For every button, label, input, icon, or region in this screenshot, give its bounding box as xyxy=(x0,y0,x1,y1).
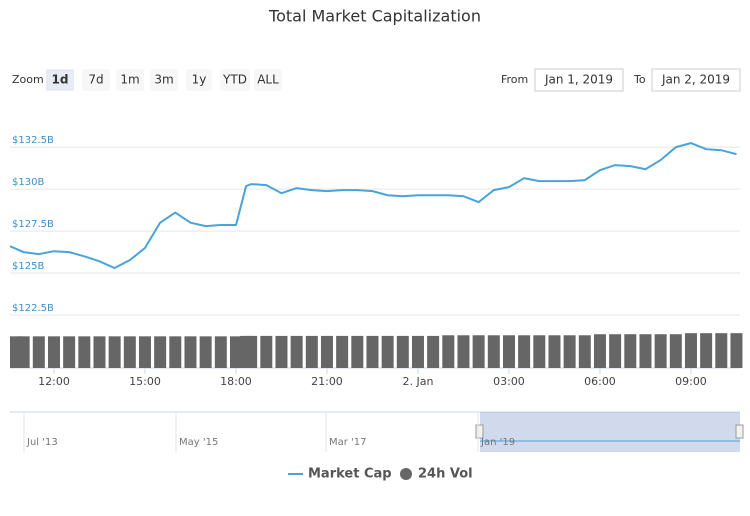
volume-bar xyxy=(78,336,91,368)
volume-bar xyxy=(123,336,136,368)
volume-bar xyxy=(684,333,697,368)
volume-bar xyxy=(290,335,303,368)
volume-bar xyxy=(275,335,288,368)
range-button[interactable] xyxy=(150,69,178,91)
x-tick-label: 21:00 xyxy=(311,375,343,388)
volume-bar xyxy=(199,336,212,368)
navigator-mask[interactable] xyxy=(480,412,740,452)
volume-bar xyxy=(518,335,531,368)
range-button-label[interactable]: 3m xyxy=(154,73,173,87)
x-tick-label: 15:00 xyxy=(129,375,161,388)
volume-bar xyxy=(442,335,455,368)
navigator-handle[interactable] xyxy=(735,424,744,439)
range-button-label[interactable]: ALL xyxy=(257,73,279,87)
volume-bar xyxy=(138,336,151,368)
range-button-label[interactable]: 1m xyxy=(120,73,139,87)
volume-bar xyxy=(320,335,333,368)
range-button[interactable] xyxy=(186,69,212,91)
volume-bar xyxy=(639,334,652,368)
x-tick-label: 12:00 xyxy=(38,375,70,388)
navigator-handle[interactable] xyxy=(475,424,484,439)
line-series xyxy=(9,142,737,270)
volume-bar xyxy=(305,335,318,368)
volume-bar xyxy=(593,334,606,368)
volume-bar xyxy=(108,336,121,368)
from-label: From xyxy=(501,73,528,86)
volume-bar xyxy=(669,334,682,368)
range-button-label[interactable]: 1y xyxy=(192,73,207,87)
volume-bar xyxy=(63,336,76,368)
volume-bar xyxy=(411,335,424,368)
volume-bar xyxy=(578,335,591,368)
legend-symbol xyxy=(400,468,412,480)
volume-bar xyxy=(351,335,364,368)
to-label: To xyxy=(633,73,646,86)
volume-bar xyxy=(169,336,182,368)
range-button-label[interactable]: YTD xyxy=(222,73,247,87)
range-button[interactable] xyxy=(46,69,74,91)
date-input[interactable] xyxy=(534,68,624,92)
y-tick-label: $132.5B xyxy=(12,135,54,146)
chart-title: Total Market Capitalization xyxy=(268,7,481,26)
volume-bar xyxy=(366,335,379,368)
legend-label[interactable]: Market Cap xyxy=(308,467,392,482)
legend-label[interactable]: 24h Vol xyxy=(418,467,473,482)
y-tick-label: $122.5B xyxy=(12,303,54,314)
volume-bar xyxy=(47,336,60,368)
volume-bar xyxy=(654,334,667,368)
volume-bar xyxy=(32,336,45,368)
navigator-bg xyxy=(10,412,740,452)
navigator-label: Jan '19 xyxy=(480,437,515,448)
volume-bar xyxy=(229,336,242,368)
navigator-label: May '15 xyxy=(179,437,218,448)
volume-bar xyxy=(548,335,561,368)
volume-bar xyxy=(563,335,576,368)
to-date[interactable]: Jan 2, 2019 xyxy=(661,73,730,87)
x-tick-label: 06:00 xyxy=(584,375,616,388)
range-button[interactable] xyxy=(82,69,110,91)
volume-bar xyxy=(336,335,349,368)
volume-bar xyxy=(533,335,546,368)
volume-bar xyxy=(154,336,167,368)
volume-bar xyxy=(214,336,227,368)
y-tick-label: $125B xyxy=(12,261,44,272)
volume-bar xyxy=(381,335,394,368)
volume-bar xyxy=(624,334,637,368)
volume-bar xyxy=(609,334,622,368)
x-tick-label: 09:00 xyxy=(675,375,707,388)
zoom-label: Zoom xyxy=(12,73,44,86)
volume-bar xyxy=(457,335,470,368)
range-button[interactable] xyxy=(254,69,282,91)
volume-bar xyxy=(184,336,197,368)
date-input[interactable] xyxy=(651,68,741,92)
volume-bar xyxy=(245,335,258,368)
volume-bar xyxy=(17,336,30,368)
volume-bar xyxy=(260,335,273,368)
range-button[interactable] xyxy=(220,69,250,91)
range-button-label[interactable]: 7d xyxy=(88,73,103,87)
from-date[interactable]: Jan 1, 2019 xyxy=(544,73,613,87)
range-button[interactable] xyxy=(116,69,144,91)
volume-bar xyxy=(502,335,515,368)
x-tick-label: 18:00 xyxy=(220,375,252,388)
navigator-label: Jul '13 xyxy=(26,437,58,448)
volume-bar xyxy=(472,335,485,368)
y-tick-label: $130B xyxy=(12,177,44,188)
navigator-label: Mar '17 xyxy=(329,437,367,448)
y-tick-label: $127.5B xyxy=(12,219,54,230)
volume-bar xyxy=(700,333,713,368)
volume-bar xyxy=(487,335,500,368)
x-tick-label: 03:00 xyxy=(493,375,525,388)
x-tick-label: 2. Jan xyxy=(402,375,433,388)
volume-bar xyxy=(396,335,409,368)
volume-bar xyxy=(427,335,440,368)
range-button-label[interactable]: 1d xyxy=(52,73,69,87)
navigator xyxy=(10,411,744,452)
volume-bar xyxy=(730,333,743,368)
volume-bar xyxy=(93,336,106,368)
volume-bar xyxy=(715,333,728,368)
